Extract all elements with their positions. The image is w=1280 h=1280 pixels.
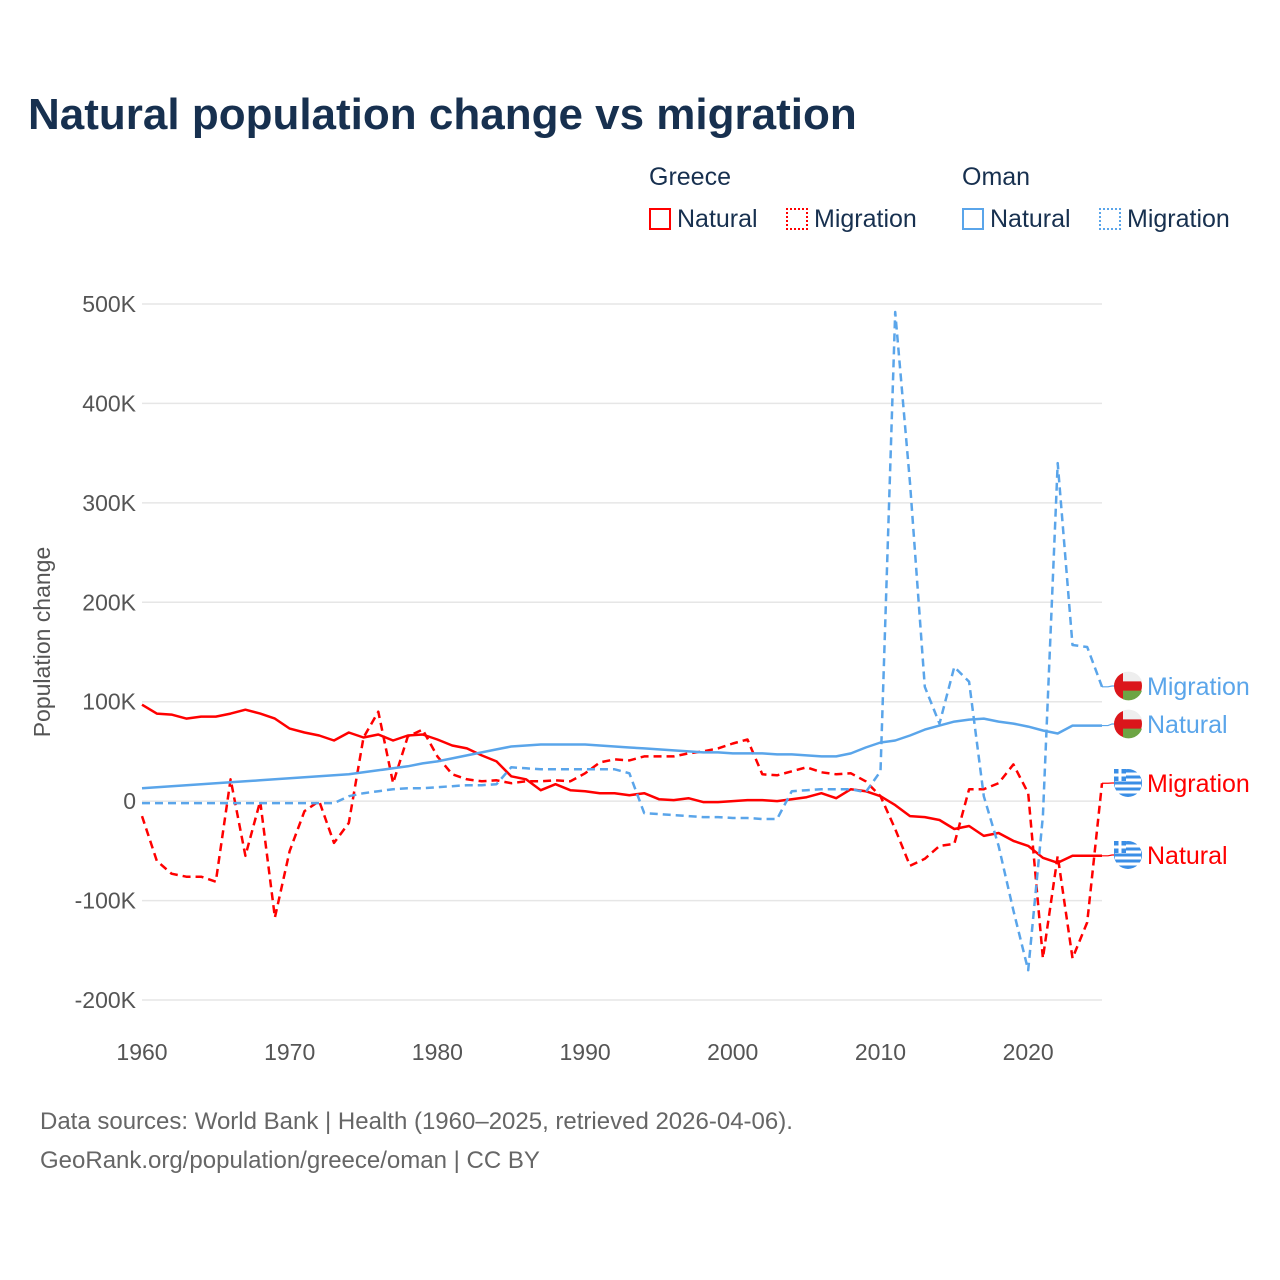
y-tick-label: 100K (82, 689, 136, 715)
y-axis-label: Population change (29, 547, 55, 738)
greece-flag-stripe (1115, 844, 1141, 848)
end-label-greece-natural: Natural (1147, 842, 1228, 870)
oman-flag-white (1123, 671, 1142, 682)
legend-group-greece: Greece (649, 163, 731, 191)
y-tick-label: -100K (75, 888, 137, 914)
greece-flag-stripe (1115, 862, 1141, 866)
x-tick-label: 1960 (116, 1039, 167, 1065)
end-label-oman-migration: Migration (1147, 673, 1250, 701)
legend-label: Migration (814, 205, 917, 233)
series-line-greece-natural (141, 703, 1102, 865)
greece-flag-stripe (1115, 784, 1141, 788)
legend-oman-natural[interactable]: Natural (962, 205, 1071, 234)
greece-flag-stripe (1115, 790, 1141, 794)
legend-label: Natural (677, 205, 758, 233)
y-tick-label: 300K (82, 490, 136, 516)
y-tick-label: 200K (82, 589, 136, 615)
x-tick-label: 1980 (412, 1039, 463, 1065)
y-tick-label: -200K (75, 987, 137, 1013)
y-tick-label: 0 (123, 788, 136, 814)
x-tick-label: 2010 (855, 1039, 906, 1065)
greece-flag-stripe (1115, 850, 1141, 854)
legend-swatch (962, 208, 984, 230)
legend-oman-migration[interactable]: Migration (1099, 205, 1230, 234)
legend-label: Migration (1127, 205, 1230, 233)
oman-flag-green (1123, 690, 1142, 701)
footer-source: Data sources: World Bank | Health (1960–… (40, 1108, 793, 1135)
oman-flag-green (1123, 728, 1142, 739)
legend-group-oman: Oman (962, 163, 1031, 191)
legend-label: Natural (990, 205, 1071, 233)
series-line-greece-migration (140, 710, 1104, 960)
y-tick-label: 400K (82, 390, 136, 416)
legend-greece-migration[interactable]: Migration (786, 205, 917, 234)
x-tick-label: 2000 (707, 1039, 758, 1065)
x-tick-label: 2020 (1003, 1039, 1054, 1065)
x-tick-label: 1990 (559, 1039, 610, 1065)
y-tick-label: 500K (82, 291, 136, 317)
end-label-greece-migration: Migration (1147, 770, 1250, 798)
series-line-oman-migration (142, 310, 1104, 972)
end-label-oman-natural: Natural (1147, 711, 1228, 739)
greece-flag-cross (1118, 769, 1122, 781)
legend-greece-natural[interactable]: Natural (649, 205, 758, 234)
greece-flag-stripe (1115, 778, 1141, 782)
chart-title: Natural population change vs migration (28, 90, 857, 139)
footer-link[interactable]: GeoRank.org/population/greece/oman | CC … (40, 1147, 540, 1174)
greece-flag-stripe (1115, 856, 1141, 860)
x-tick-label: 1970 (264, 1039, 315, 1065)
legend-swatch (786, 208, 808, 230)
legend-swatch (649, 208, 671, 230)
greece-flag-stripe (1115, 772, 1141, 776)
oman-flag-white (1123, 709, 1142, 720)
greece-flag-cross (1118, 841, 1122, 853)
series-line-oman-natural (141, 717, 1102, 790)
legend-swatch (1099, 208, 1121, 230)
